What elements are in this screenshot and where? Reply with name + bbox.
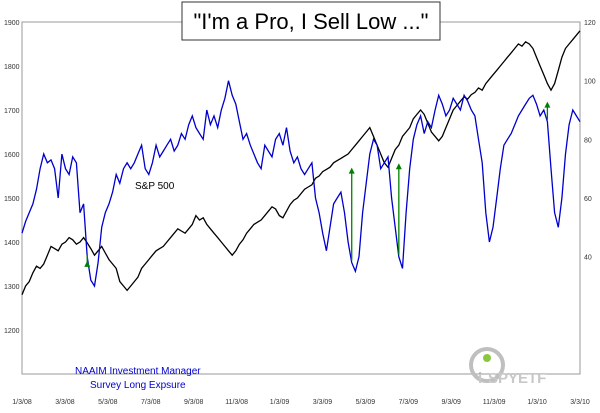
left-tick-label: 1800: [4, 64, 20, 71]
logo-text: SPYETF: [488, 370, 546, 387]
x-tick-label: 11/3/08: [225, 399, 248, 406]
arrow-head-icon: [544, 101, 551, 108]
right-tick-label: 120: [584, 20, 596, 27]
x-tick-label: 9/3/09: [441, 399, 461, 406]
x-tick-label: 1/3/08: [12, 399, 32, 406]
x-tick-label: 1/3/09: [270, 399, 290, 406]
left-tick-label: 1900: [4, 20, 20, 27]
chart-title: "I'm a Pro, I Sell Low ...": [193, 9, 428, 34]
naaim-label-line2: Survey Long Expsure: [90, 380, 186, 391]
x-tick-label: 7/3/09: [399, 399, 419, 406]
ispyetf-logo: i SPYETF: [469, 347, 546, 387]
sp500-series-line: [21, 30, 581, 296]
logo-ring-icon: [469, 347, 505, 383]
x-tick-label: 3/3/08: [55, 399, 75, 406]
x-tick-label: 5/3/09: [356, 399, 376, 406]
arrow-head-icon: [348, 167, 355, 174]
x-tick-label: 11/3/09: [483, 399, 506, 406]
right-tick-label: 60: [584, 196, 592, 203]
arrow-head-icon: [84, 260, 91, 267]
logo-dot-icon: [483, 354, 491, 362]
right-axis-ticks: 40 60 80 100 120: [584, 20, 596, 262]
sp500-label: S&P 500: [135, 181, 175, 192]
right-tick-label: 100: [584, 79, 596, 86]
arrow-head-icon: [395, 163, 402, 170]
left-axis-ticks: 1200 1300 1400 1500 1600 1700 1800 1900: [4, 20, 20, 335]
x-tick-label: 7/3/08: [141, 399, 161, 406]
naaim-label-line1: NAAIM Investment Manager: [75, 366, 201, 377]
left-tick-label: 1300: [4, 284, 20, 291]
x-tick-label: 3/3/09: [313, 399, 333, 406]
right-tick-label: 80: [584, 137, 592, 144]
chart-title-box: "I'm a Pro, I Sell Low ...": [181, 1, 441, 41]
x-axis-ticks: 1/3/08 3/3/08 5/3/08 7/3/08 9/3/08 11/3/08 1/3…: [12, 399, 590, 406]
right-tick-label: 40: [584, 255, 592, 262]
x-tick-label: 1/3/10: [527, 399, 547, 406]
left-tick-label: 1400: [4, 240, 20, 247]
arrows: [84, 101, 551, 267]
x-tick-label: 9/3/08: [184, 399, 204, 406]
naaim-series-line: [21, 80, 581, 288]
plot-area: [21, 21, 581, 375]
logo-prefix: i: [478, 370, 482, 387]
left-tick-label: 1500: [4, 196, 20, 203]
x-tick-label: 5/3/08: [98, 399, 118, 406]
x-tick-label: 3/3/10: [570, 399, 590, 406]
left-tick-label: 1600: [4, 152, 20, 159]
left-tick-label: 1200: [4, 328, 20, 335]
left-tick-label: 1700: [4, 108, 20, 115]
